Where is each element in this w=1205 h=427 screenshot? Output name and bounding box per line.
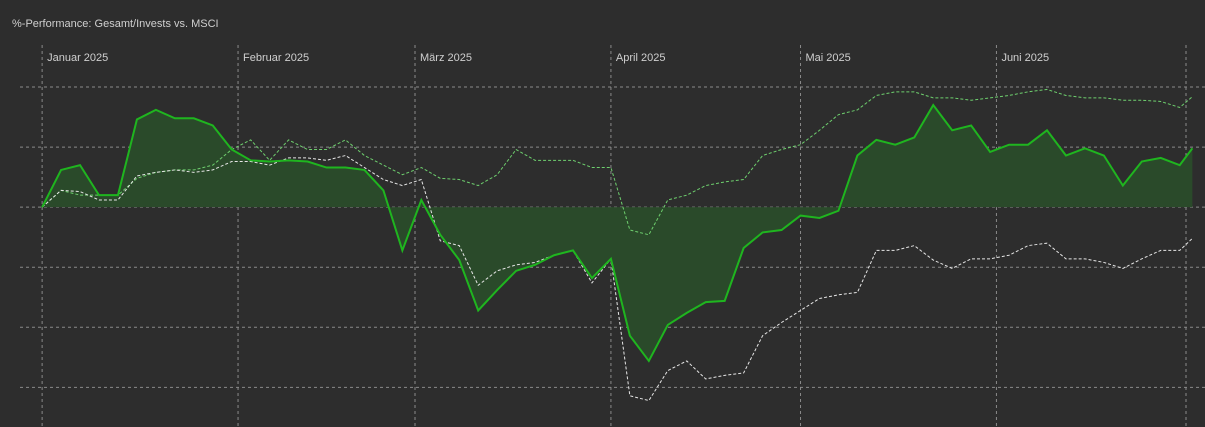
x-tick-label: Februar 2025 — [243, 52, 309, 64]
x-tick-label: März 2025 — [420, 52, 472, 64]
x-tick-label: Juni 2025 — [1001, 52, 1049, 64]
series-line — [41, 88, 1193, 236]
series-line — [41, 154, 1193, 402]
series-line — [41, 103, 1194, 363]
x-tick-label: April 2025 — [616, 52, 666, 64]
chart-title: %-Performance: Gesamt/Invests vs. MSCI — [12, 18, 219, 30]
x-tick-label: Mai 2025 — [806, 52, 851, 64]
x-tick-label: Januar 2025 — [47, 52, 108, 64]
area-fill — [42, 105, 1193, 361]
